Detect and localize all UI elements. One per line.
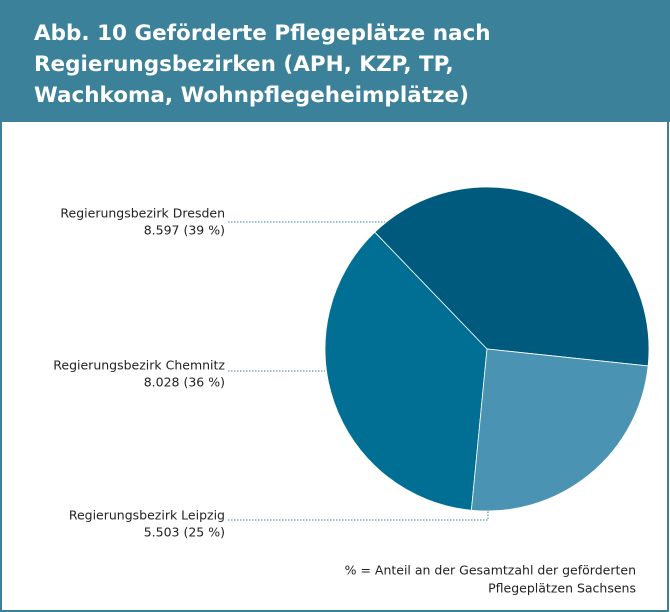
slice-label: Regierungsbezirk Leipzig (69, 508, 225, 523)
footnote: Pflegeplätzen Sachsens (488, 581, 636, 596)
chart-title: Abb. 10 Geförderte Pflegeplätze nach Reg… (34, 21, 491, 108)
slice-label: Regierungsbezirk Chemnitz (53, 358, 225, 373)
pie-slice (470, 348, 649, 512)
value-label: 8.028 (36 %) (144, 375, 225, 390)
pie-slice (374, 186, 650, 367)
value-label: 5.503 (25 %) (144, 525, 225, 540)
slice-label: Regierungsbezirk Dresden (60, 206, 225, 221)
footnote: % = Anteil an der Gesamtzahl der geförde… (345, 563, 636, 578)
pie-slice (324, 231, 488, 511)
header: Abb. 10 Geförderte Pflegeplätze nach Reg… (0, 0, 670, 122)
leader-line (228, 511, 489, 521)
value-label: 8.597 (39 %) (144, 223, 225, 238)
